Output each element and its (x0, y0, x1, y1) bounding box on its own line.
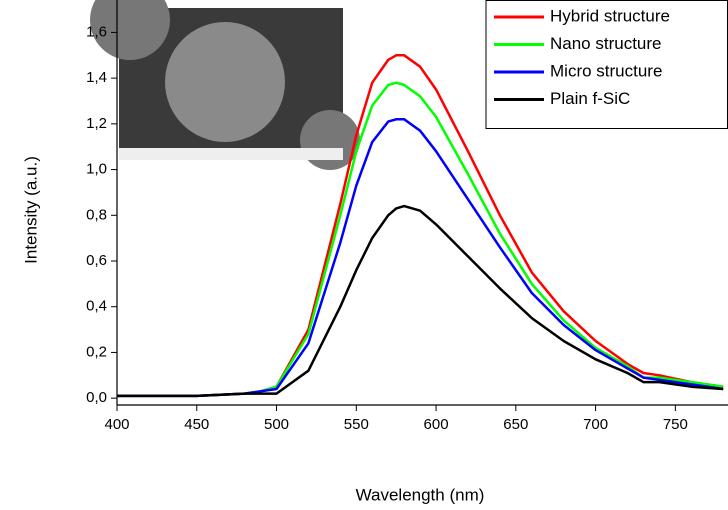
series-line (117, 204, 724, 398)
y-tick-label: 1,4 (86, 69, 107, 86)
legend-label: Hybrid structure (550, 6, 670, 25)
y-axis-title: Intensity (a.u.) (21, 156, 40, 264)
inset-image (90, 0, 360, 170)
series-line (117, 118, 724, 398)
x-tick-label: 400 (104, 416, 129, 433)
x-tick-label: 750 (663, 416, 688, 433)
x-tick-label: 600 (424, 416, 449, 433)
series-line (117, 81, 724, 398)
y-tick-label: 0,2 (86, 343, 107, 360)
x-axis-title: Wavelength (nm) (356, 485, 485, 504)
x-tick-label: 500 (264, 416, 289, 433)
y-tick-label: 1,2 (86, 115, 107, 132)
y-tick-label: 0,6 (86, 252, 107, 269)
y-tick-label: 1,0 (86, 161, 107, 178)
y-tick-label: 0,0 (86, 389, 107, 406)
legend-label: Nano structure (550, 34, 662, 53)
x-tick-label: 550 (344, 416, 369, 433)
y-tick-label: 0,4 (86, 298, 107, 315)
x-tick-label: 700 (583, 416, 608, 433)
legend-box (485, 0, 728, 129)
y-tick-label: 1,6 (86, 23, 107, 40)
y-tick-label: 0,8 (86, 206, 107, 223)
legend-label: Plain f-SiC (550, 89, 630, 108)
x-tick-label: 650 (503, 416, 528, 433)
legend-label: Micro structure (550, 61, 662, 80)
x-tick-label: 450 (184, 416, 209, 433)
